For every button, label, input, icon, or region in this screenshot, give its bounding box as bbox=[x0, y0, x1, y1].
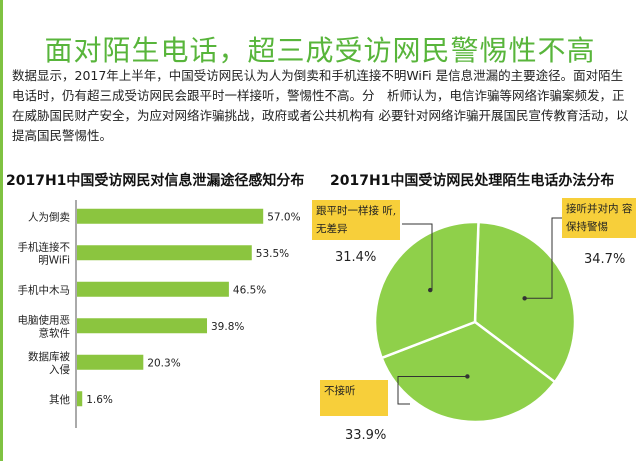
pie-slice-label: 跟平时一样接 听, 无差异 bbox=[312, 200, 401, 240]
page-title: 面对陌生电话，超三成受访网民警惕性不高 bbox=[44, 33, 596, 67]
bar-category-label: 入侵 bbox=[49, 364, 70, 376]
pie-leader-dot bbox=[428, 287, 433, 293]
bar-category-label: 意软件 bbox=[39, 326, 71, 339]
left-edge-line bbox=[0, 0, 3, 461]
bar-category-label: 手机连接不 bbox=[18, 240, 71, 253]
pie-leader-line bbox=[397, 375, 468, 405]
intro-paragraph: 数据显示，2017年上半年，中国受访网民认为人为倒卖和手机连接不明WiFi 是信… bbox=[12, 68, 629, 143]
pie-slice-value: 34.7% bbox=[584, 252, 626, 267]
bar-category-label: 手机中木马 bbox=[18, 283, 71, 296]
bar-mark bbox=[77, 391, 83, 407]
bar-value-label: 57.0% bbox=[267, 211, 300, 223]
bar-mark bbox=[77, 318, 208, 334]
bar-value-label: 39.8% bbox=[211, 321, 244, 333]
pie-leader-dot bbox=[465, 374, 470, 379]
pie-chart-title: 2017H1中国受访网民处理陌生电话办法分布 bbox=[330, 173, 615, 189]
bar-chart: 57.0% 人为倒卖 53.5% 手机连接不明WiFi 46.5% 手机中木马 39.8% 电… bbox=[18, 200, 301, 428]
bar-mark bbox=[77, 354, 144, 370]
pie-slice bbox=[373, 220, 480, 360]
bar-mark bbox=[77, 208, 264, 224]
pie-slice bbox=[380, 320, 557, 424]
pie-slice-label-line: 跟平时一样接 听, bbox=[316, 205, 397, 217]
pie-slice-label-line: 保持警惕 bbox=[566, 221, 608, 233]
bar-value-label: 20.3% bbox=[147, 357, 180, 369]
pie-slice-label-line: 不接听 bbox=[324, 385, 356, 397]
pie-slice-value: 33.9% bbox=[345, 428, 387, 443]
bar-category-label: 明WiFi bbox=[38, 254, 70, 266]
bar-mark bbox=[77, 281, 229, 297]
bar-value-label: 53.5% bbox=[256, 248, 289, 260]
bar-category-label: 人为倒卖 bbox=[28, 211, 70, 223]
bar-category-label: 其他 bbox=[49, 393, 70, 406]
pie-slice-label: 不接听 bbox=[320, 380, 388, 416]
pie-slice-label-line: 无差异 bbox=[316, 223, 348, 235]
bar-chart-title: 2017H1中国受访网民对信息泄漏途径感知分布 bbox=[6, 173, 305, 189]
pie-slice bbox=[473, 220, 577, 384]
pie-slice-label: 接听并对内 容保持警惕 bbox=[562, 198, 637, 238]
bar-category-label: 数据库被 bbox=[28, 350, 70, 363]
pie-slice-value: 31.4% bbox=[335, 250, 377, 265]
pie-slice-label-line: 接听并对内 容 bbox=[566, 203, 633, 215]
bar-value-label: 1.6% bbox=[86, 394, 113, 406]
bar-category-label: 电脑使用恶 bbox=[18, 313, 71, 326]
bar-mark bbox=[77, 245, 252, 261]
pie-leader-dot bbox=[522, 296, 527, 301]
bar-value-label: 46.5% bbox=[233, 284, 266, 296]
pie-leader-line bbox=[524, 217, 562, 299]
